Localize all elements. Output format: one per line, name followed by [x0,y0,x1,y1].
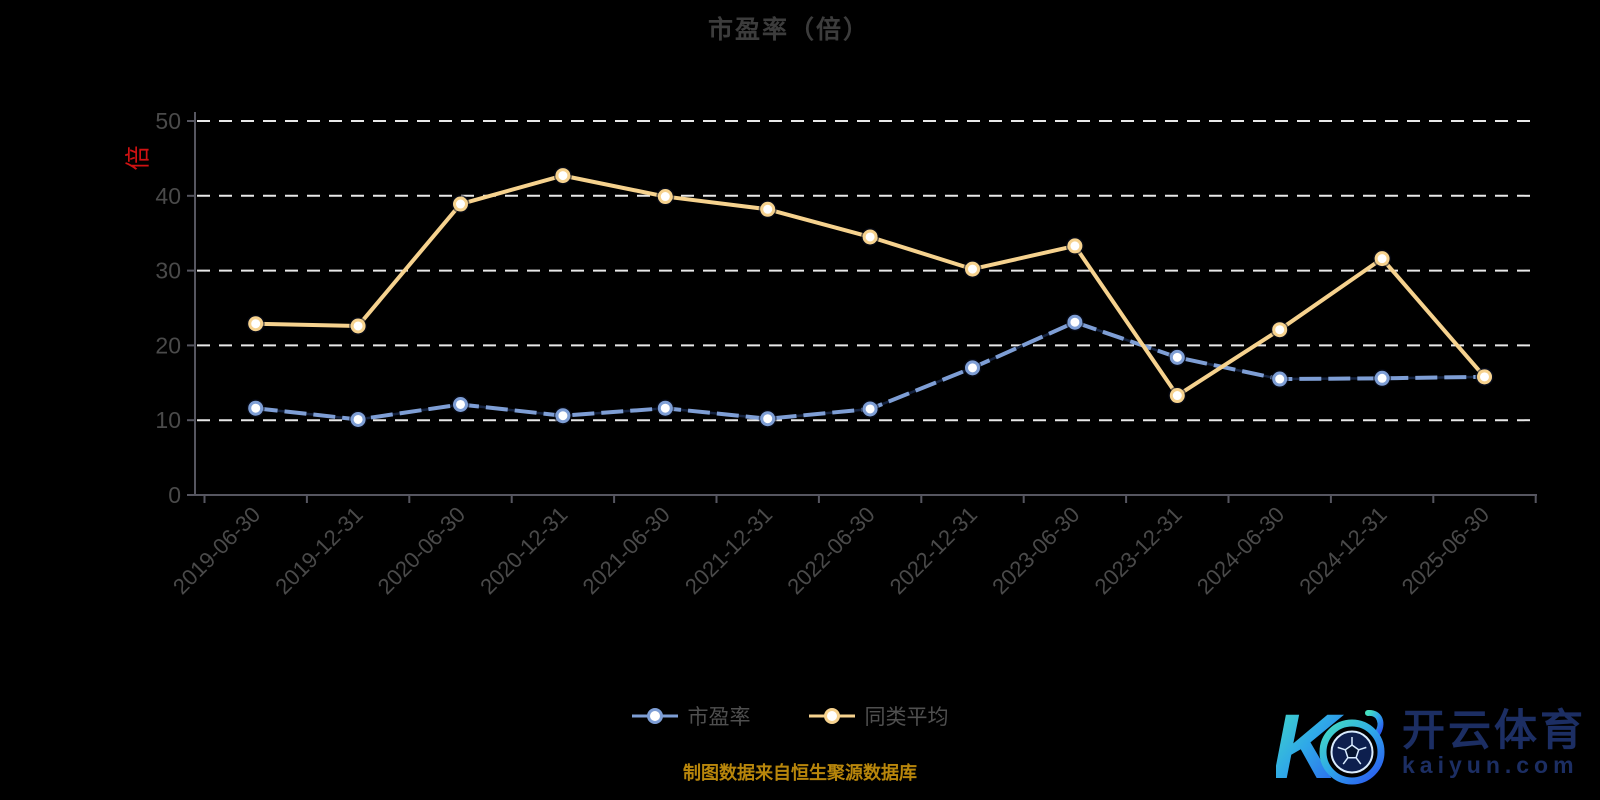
x-axis-label: 2023-12-31 [1090,502,1187,599]
x-axis-label: 2025-06-30 [1397,502,1494,599]
y-axis-label-10: 10 [155,407,181,433]
x-axis-label: 2021-12-31 [680,502,777,599]
pe-point-2024-12-31-halo [1373,369,1392,388]
peer-point-2024-12-31[interactable] [1374,251,1390,267]
x-axis-label: 2020-06-30 [373,502,470,599]
logo-swirl [1365,710,1384,737]
y-axis-label-20: 20 [155,332,181,358]
x-axis-label: 2024-06-30 [1192,502,1289,599]
x-axis-label: 2022-06-30 [782,502,879,599]
pe-point-2022-06-30[interactable] [862,401,878,417]
peer-point-2023-12-31-halo [1168,386,1187,405]
peer-point-2020-12-31[interactable] [555,168,571,184]
legend-item-peer-average[interactable]: 同类平均 [808,701,949,731]
peer-point-2023-06-30[interactable] [1067,238,1083,254]
pe-point-2021-06-30[interactable] [657,400,673,416]
y-axis-label-30: 30 [155,258,181,284]
y-axis-label-50: 50 [155,108,181,134]
peer-point-2020-12-31-halo [553,166,572,185]
kaiyun-logo-icon: K [1276,696,1385,794]
peer-point-2024-12-31-halo [1373,249,1392,268]
peer-point-2021-06-30-halo [656,187,675,206]
x-axis-label: 2019-06-30 [168,502,265,599]
pe-point-2024-12-31[interactable] [1374,370,1390,386]
watermark-brand: 开云体育 [1402,707,1586,756]
peer-point-2023-12-31[interactable] [1169,388,1185,404]
pe-point-2023-12-31[interactable] [1169,349,1185,365]
logo-ring [1319,719,1385,785]
peer-average-line [255,173,1487,398]
peer-point-2022-06-30-halo [861,227,880,246]
peer-point-2023-06-30-halo [1065,236,1084,255]
legend-label-peer-average: 同类平均 [864,706,949,729]
x-axis-label: 2023-06-30 [987,502,1084,599]
x-axis-label: 2020-12-31 [475,502,572,599]
pe-point-2019-06-30[interactable] [248,400,264,416]
peer-point-2025-06-30[interactable] [1477,369,1492,385]
peer-point-2020-06-30-halo [451,195,470,214]
pe-point-2021-12-31-halo [758,409,777,428]
peer-point-2019-12-31[interactable] [350,318,366,334]
y-axis-label-40: 40 [155,183,181,209]
pe-point-2024-06-30[interactable] [1272,371,1288,387]
data-source-caption: 制图数据来自恒生聚源数据库 [683,763,917,783]
peer-point-2021-06-30[interactable] [657,189,673,205]
x-axis-label: 2019-12-31 [270,502,367,599]
x-axis-label: 2022-12-31 [885,502,982,599]
pe-point-2020-12-31-halo [553,406,572,425]
legend: 市盈率 同类平均 [0,701,1580,731]
football-icon [1330,730,1374,774]
peer-point-2024-06-30[interactable] [1272,322,1288,338]
peer-point-2019-12-31-halo [349,316,368,335]
legend-item-pe[interactable]: 市盈率 [631,701,751,731]
peer-point-2021-12-31-halo [758,200,777,219]
pe-point-2022-12-31-halo [963,358,982,377]
pe-point-2019-06-30-halo [246,399,265,418]
kaiyun-watermark[interactable]: K 开云体育 kaiyun.com [1276,694,1586,794]
x-axis-label: 2021-06-30 [578,502,675,599]
peer-point-2019-06-30[interactable] [248,316,264,332]
pe-point-2020-12-31[interactable] [555,408,571,424]
pe-point-2020-06-30[interactable] [453,396,468,412]
chart-title: 市盈率（倍） [707,16,870,44]
peer-point-2024-06-30-halo [1270,320,1289,339]
peer-point-2022-12-31-halo [963,260,982,279]
pe-point-2023-06-30[interactable] [1067,314,1083,330]
watermark-text: 开云体育 kaiyun.com [1402,707,1586,779]
pe-point-2023-12-31-halo [1168,348,1187,367]
pe-point-2021-06-30-halo [656,399,675,418]
line-series-icon [631,708,678,724]
peer-point-2021-12-31[interactable] [760,201,776,217]
pe-point-2022-06-30-halo [861,399,880,418]
peer-point-2025-06-30-halo [1475,367,1494,386]
line-series-icon [808,708,855,724]
peer-point-2022-12-31[interactable] [965,261,980,277]
pe-point-2024-06-30-halo [1270,370,1289,389]
x-axis-label: 2024-12-31 [1294,502,1391,599]
peer-point-2020-06-30[interactable] [453,196,468,212]
legend-label-pe: 市盈率 [687,706,751,729]
pe-point-2019-12-31[interactable] [350,411,366,427]
pe-point-2020-06-30-halo [451,395,470,414]
peer-point-2022-06-30[interactable] [862,229,878,245]
watermark-domain: kaiyun.com [1402,752,1579,779]
y-axis-label-0: 0 [168,482,181,508]
pe-point-2022-12-31[interactable] [965,360,980,376]
pe-point-2023-06-30-halo [1065,313,1084,332]
pe-point-2019-12-31-halo [349,410,368,429]
pe-point-2021-12-31[interactable] [760,411,776,427]
peer-point-2019-06-30-halo [246,314,265,333]
